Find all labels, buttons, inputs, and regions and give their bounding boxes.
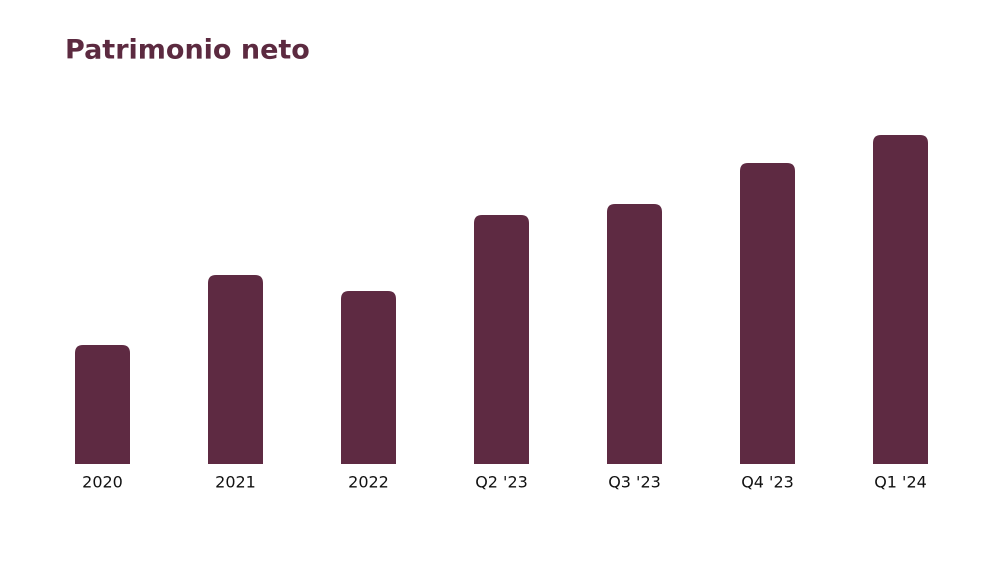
chart-title: Patrimonio neto (65, 35, 310, 66)
x-tick-label: Q3 '23 (608, 473, 661, 492)
bar (740, 163, 795, 464)
bar (341, 291, 396, 464)
bar (208, 275, 263, 464)
bar (607, 204, 662, 464)
bar (474, 215, 529, 464)
bar (75, 345, 130, 464)
x-tick-label: Q1 '24 (874, 473, 927, 492)
x-tick-label: 2020 (82, 473, 123, 492)
x-tick-label: Q2 '23 (475, 473, 528, 492)
x-tick-label: 2022 (348, 473, 389, 492)
bar (873, 135, 928, 464)
x-tick-label: 2021 (215, 473, 256, 492)
x-tick-label: Q4 '23 (741, 473, 794, 492)
